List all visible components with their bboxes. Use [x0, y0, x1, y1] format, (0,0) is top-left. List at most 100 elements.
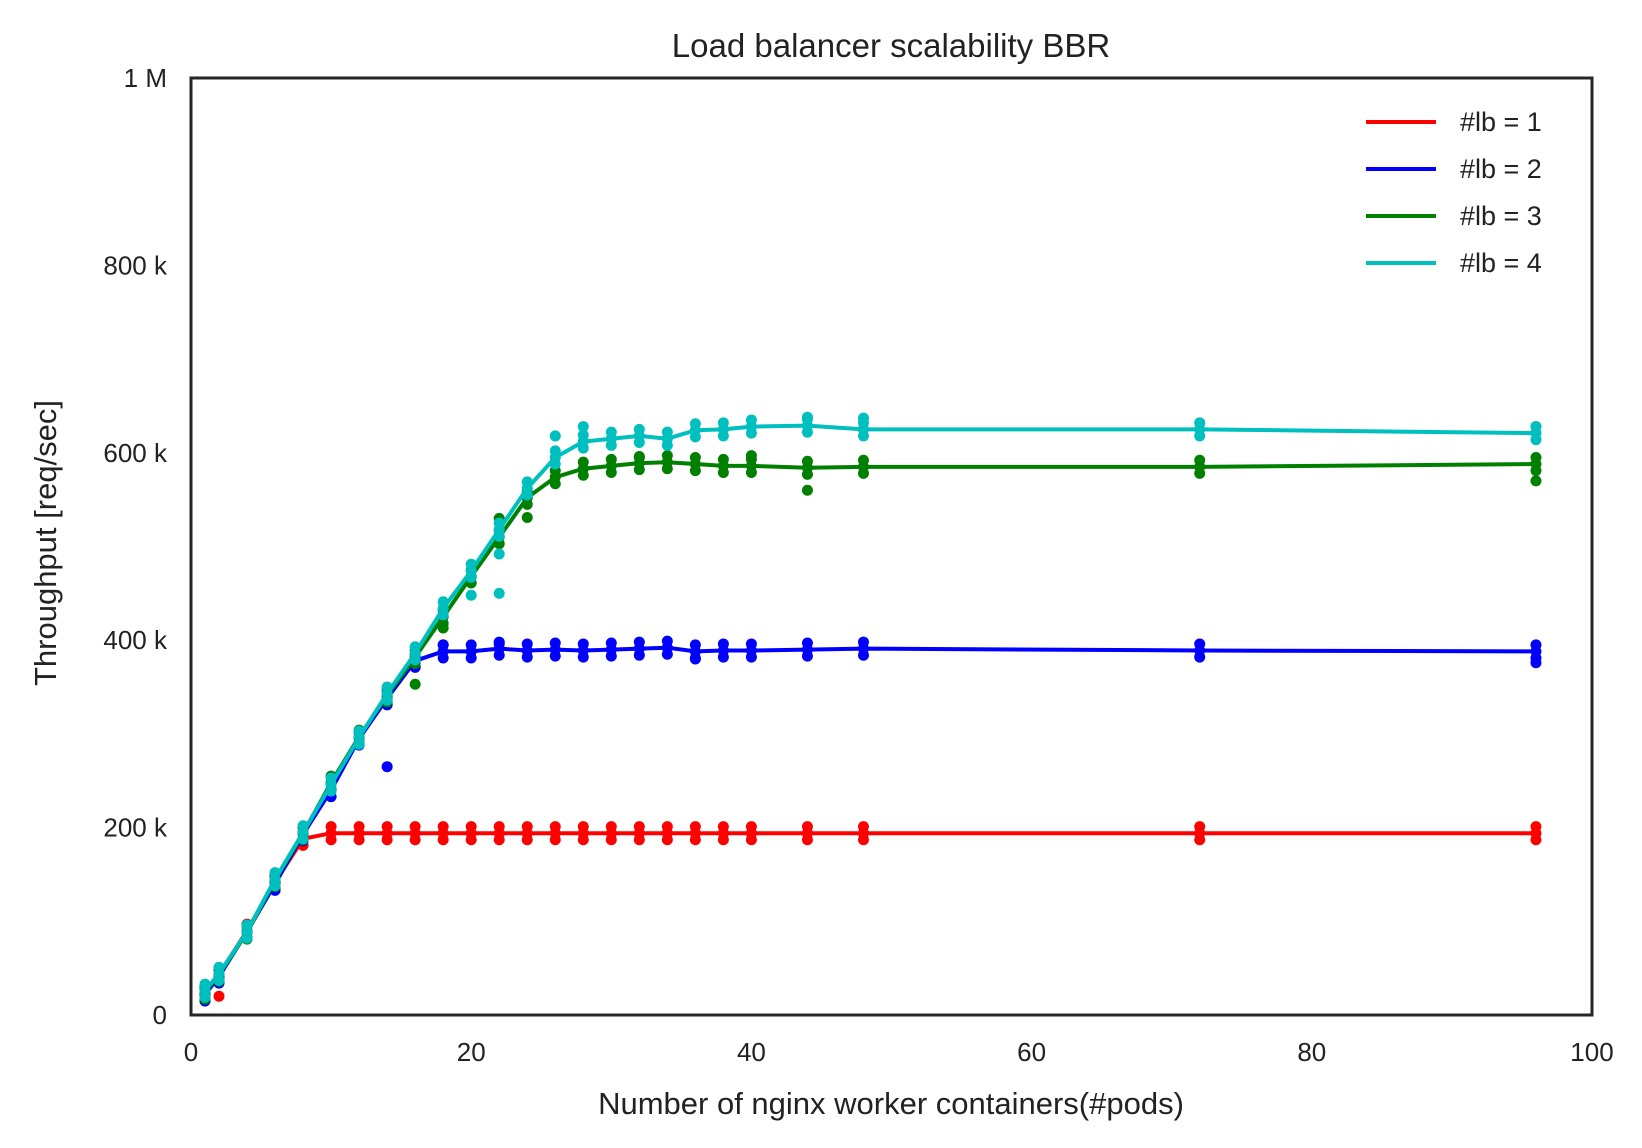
data-point [409, 678, 421, 690]
data-point [521, 511, 533, 523]
data-point [801, 455, 813, 467]
data-point [1194, 417, 1206, 429]
data-point [1530, 451, 1542, 463]
data-point [577, 456, 589, 468]
data-point [493, 517, 505, 529]
data-point [325, 821, 337, 833]
data-point [661, 635, 673, 647]
legend-label: #lb = 1 [1460, 107, 1542, 137]
legend-label: #lb = 4 [1460, 248, 1542, 278]
data-point [745, 450, 757, 462]
data-point [325, 772, 337, 784]
data-point [1530, 657, 1542, 669]
data-point [661, 821, 673, 833]
data-point [689, 653, 701, 665]
data-point [465, 558, 477, 570]
data-point [801, 637, 813, 649]
data-point [605, 637, 617, 649]
legend-label: #lb = 2 [1460, 154, 1542, 184]
y-tick-label: 800 k [103, 250, 168, 280]
data-point [633, 451, 645, 463]
x-tick-label: 100 [1570, 1037, 1613, 1067]
data-point [633, 821, 645, 833]
data-point [549, 445, 561, 457]
y-tick-label: 600 k [103, 438, 168, 468]
axis-ticks: 0 20 40 60 80 100 0 200 k 400 k 600 k 800 k 1 M [103, 63, 1613, 1067]
data-point [381, 681, 393, 693]
data-point [549, 637, 561, 649]
data-point [717, 638, 729, 650]
y-tick-label: 400 k [103, 625, 168, 655]
data-point [661, 426, 673, 438]
data-point [633, 423, 645, 435]
data-point [689, 418, 701, 430]
data-point [493, 548, 505, 560]
data-point [577, 638, 589, 650]
series-group [199, 411, 1542, 1003]
data-point [745, 638, 757, 650]
y-axis-label: Throughput [req/sec] [28, 400, 63, 686]
y-tick-label: 1 M [124, 63, 167, 93]
data-point [605, 426, 617, 438]
plot-area [199, 411, 1542, 1007]
data-point [577, 821, 589, 833]
data-point [199, 978, 211, 990]
x-tick-label: 0 [184, 1037, 198, 1067]
y-tick-label: 0 [153, 1000, 167, 1030]
data-point [1194, 821, 1206, 833]
data-point [465, 639, 477, 651]
data-point [409, 821, 421, 833]
data-point [521, 476, 533, 488]
data-point [269, 867, 281, 879]
data-point [381, 821, 393, 833]
data-point [689, 451, 701, 463]
data-point [437, 596, 449, 608]
data-point [437, 639, 449, 651]
data-point [353, 821, 365, 833]
data-point [437, 821, 449, 833]
data-point [689, 821, 701, 833]
data-point [577, 421, 589, 433]
data-point [409, 641, 421, 653]
data-point [353, 725, 365, 737]
data-point [493, 638, 505, 650]
x-tick-label: 40 [737, 1037, 766, 1067]
data-point [717, 821, 729, 833]
data-point [577, 429, 589, 441]
data-point [493, 821, 505, 833]
data-point [717, 417, 729, 429]
data-point [381, 761, 393, 773]
data-point [549, 821, 561, 833]
data-point [297, 820, 309, 832]
data-point [857, 412, 869, 424]
data-point [689, 639, 701, 651]
data-point [717, 453, 729, 465]
data-point [801, 821, 813, 833]
data-point [1194, 454, 1206, 466]
data-point [857, 821, 869, 833]
legend-label: #lb = 3 [1460, 201, 1542, 231]
data-point [661, 450, 673, 462]
data-point [213, 990, 225, 1002]
x-tick-label: 80 [1297, 1037, 1326, 1067]
x-tick-label: 60 [1017, 1037, 1046, 1067]
data-point [605, 821, 617, 833]
chart-title: Load balancer scalability BBR [672, 27, 1110, 64]
data-point [1530, 821, 1542, 833]
data-point [745, 821, 757, 833]
data-point [605, 453, 617, 465]
data-point [465, 821, 477, 833]
data-point [801, 411, 813, 423]
data-point [521, 821, 533, 833]
data-point [1530, 639, 1542, 651]
legend: #lb = 1 #lb = 2 #lb = 3 #lb = 4 [1366, 107, 1542, 278]
data-point [633, 636, 645, 648]
data-point [857, 636, 869, 648]
data-point [213, 961, 225, 973]
data-point [437, 622, 449, 634]
data-point [493, 587, 505, 599]
data-point [1194, 638, 1206, 650]
y-tick-label: 200 k [103, 813, 168, 843]
